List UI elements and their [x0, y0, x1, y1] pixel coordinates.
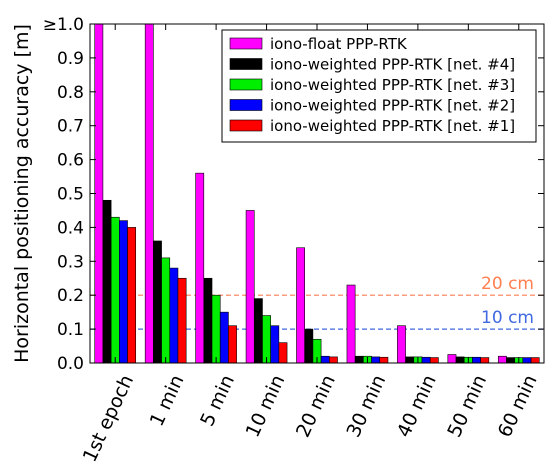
bar [354, 355, 364, 364]
legend-swatch [229, 99, 263, 111]
x-tick-label: 50 min [443, 372, 491, 441]
y-axis-ticks: 0.0 0.1 0.2 0.3 0.4 0.5 0.6 0.7 0.8 0.9 ≥1.0 [43, 15, 544, 374]
bar [530, 357, 540, 364]
x-tick-label: 60 min [494, 372, 542, 441]
bar [346, 284, 356, 364]
bar [371, 356, 381, 364]
legend-swatch [229, 119, 263, 132]
y-tick-label: 0.8 [57, 83, 84, 103]
bar [405, 356, 415, 364]
y-tick-label: 0.0 [57, 354, 84, 374]
bar [328, 356, 338, 364]
bar [379, 356, 389, 364]
bar [253, 298, 263, 364]
bar [304, 328, 314, 364]
y-tick-label-top: ≥1.0 [43, 15, 84, 35]
bar [262, 315, 271, 364]
legend-box [221, 29, 537, 143]
y-tick-label: 0.9 [57, 49, 84, 69]
y-tick-label: 0.5 [57, 185, 84, 205]
bar [161, 257, 171, 364]
reference-line-label: 10 cm [481, 308, 534, 328]
bar [211, 294, 221, 364]
bar [144, 23, 154, 364]
x-tick-label: 5 min [196, 372, 239, 430]
legend-swatch [229, 37, 263, 50]
bar [472, 356, 481, 364]
bar [127, 227, 137, 364]
bar [296, 247, 305, 364]
bar [119, 220, 128, 364]
legend-entry: iono-weighted PPP-RTK [net. #2] [270, 97, 515, 115]
bar [245, 210, 255, 364]
x-tick-label: 1st epoch [79, 372, 138, 466]
y-tick-label: 0.6 [57, 151, 84, 171]
legend: iono-float PPP-RTK iono-weighted PPP-RTK … [221, 29, 537, 143]
y-tick-label: 0.4 [57, 218, 84, 238]
bar [497, 355, 507, 364]
legend-swatch [229, 58, 263, 70]
bar [195, 172, 205, 364]
legend-entry: iono-weighted PPP-RTK [net. #1] [270, 117, 515, 135]
bar [169, 267, 179, 364]
legend-entry: iono-weighted PPP-RTK [net. #3] [270, 76, 515, 94]
bar [228, 325, 237, 364]
bar [421, 356, 431, 364]
bar [203, 277, 213, 364]
bar [278, 342, 288, 364]
bar [219, 311, 229, 364]
reference-labels: 20 cm 10 cm [481, 274, 534, 328]
y-tick-label: 0.7 [57, 117, 84, 137]
legend-entry: iono-float PPP-RTK [270, 35, 408, 53]
legend-swatch [229, 78, 263, 91]
bar [455, 356, 465, 364]
x-tick-label: 20 min [292, 372, 340, 441]
bar [177, 277, 187, 364]
bar [102, 199, 112, 364]
y-tick-label: 0.1 [57, 320, 84, 340]
y-tick-label: 0.2 [57, 286, 84, 306]
bar [270, 325, 280, 364]
bar [480, 357, 490, 364]
bar [397, 325, 406, 364]
bar [506, 357, 515, 364]
bar [153, 240, 162, 364]
legend-entry: iono-weighted PPP-RTK [net. #4] [270, 56, 515, 74]
bar [522, 357, 532, 364]
x-tick-label: 1 min [146, 372, 189, 430]
reference-line-label: 20 cm [481, 274, 534, 294]
bar [429, 357, 439, 364]
bar [110, 216, 120, 364]
bar [320, 355, 330, 364]
y-tick-label: 0.3 [57, 252, 84, 272]
x-tick-label: 10 min [242, 372, 290, 441]
x-tick-label: 30 min [342, 372, 390, 441]
x-tick-label: 40 min [393, 372, 441, 441]
bars [94, 23, 540, 364]
y-axis-label: Horizontal positioning accuracy [m] [11, 24, 33, 363]
bar [447, 354, 457, 364]
